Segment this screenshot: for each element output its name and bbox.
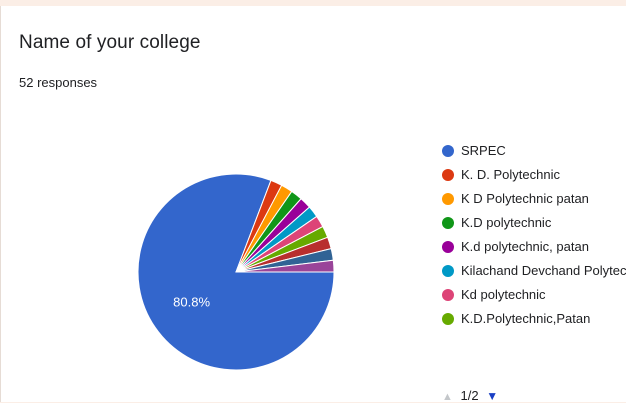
legend-item[interactable]: Kd polytechnic [442, 286, 626, 310]
legend-swatch-icon [442, 217, 454, 229]
legend-label: SRPEC [461, 143, 506, 158]
legend-pager: ▲ 1/2 ▼ [442, 388, 502, 403]
legend-swatch-icon [442, 289, 454, 301]
chart-card: Name of your college 52 responses [0, 6, 626, 402]
pie-slice-data-label: 80.8% [173, 295, 210, 310]
legend-label: K.D polytechnic [461, 215, 552, 230]
legend-label: K.D.Polytechnic,Patan [461, 311, 591, 326]
legend-swatch-icon [442, 241, 454, 253]
legend-page-indicator: 1/2 [460, 388, 479, 403]
legend-swatch-icon [442, 193, 454, 205]
legend-swatch-icon [442, 313, 454, 325]
triangle-up-icon[interactable]: ▲ [442, 391, 453, 403]
legend-item[interactable]: K.D.Polytechnic,Patan [442, 310, 626, 334]
legend-label: Kd polytechnic [461, 287, 546, 302]
legend-item[interactable]: K.D polytechnic [442, 214, 626, 238]
legend-swatch-icon [442, 145, 454, 157]
legend-item[interactable]: K.d polytechnic, patan [442, 238, 626, 262]
pie-slice-10[interactable] [235, 259, 335, 273]
response-count: 52 responses [19, 75, 98, 90]
legend-item[interactable]: K D Polytechnic patan [442, 190, 626, 214]
legend-item[interactable]: Kilachand Devchand Polytechnic [442, 262, 626, 286]
legend-item[interactable]: K. D. Polytechnic [442, 166, 626, 190]
chart-legend: SRPEC K. D. Polytechnic K D Polytechnic pa… [442, 142, 626, 334]
legend-label: K.d polytechnic, patan [461, 239, 589, 254]
legend-swatch-icon [442, 265, 454, 277]
legend-label: Kilachand Devchand Polytechnic [461, 263, 626, 278]
legend-label: K D Polytechnic patan [461, 191, 589, 206]
question-title: Name of your college [19, 32, 201, 53]
legend-label: K. D. Polytechnic [461, 167, 560, 182]
legend-item[interactable]: SRPEC [442, 142, 626, 166]
legend-swatch-icon [442, 169, 454, 181]
triangle-down-icon[interactable]: ▼ [486, 389, 499, 403]
